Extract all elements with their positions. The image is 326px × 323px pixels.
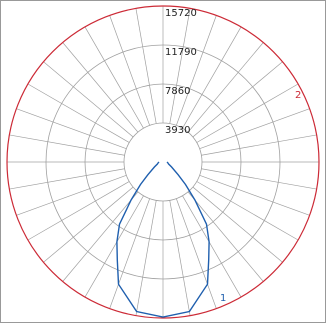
series-label: 1 bbox=[220, 293, 226, 304]
intensity-curve bbox=[116, 161, 210, 318]
spoke bbox=[199, 175, 310, 216]
spoke bbox=[9, 134, 125, 156]
spoke bbox=[43, 186, 134, 263]
spoke bbox=[201, 134, 317, 156]
spoke bbox=[135, 8, 157, 124]
grid-ring bbox=[6, 5, 320, 319]
spoke bbox=[176, 15, 217, 126]
spoke bbox=[201, 168, 317, 190]
spoke bbox=[43, 61, 134, 138]
spoke bbox=[199, 108, 310, 149]
spoke bbox=[182, 195, 242, 298]
grid-ring bbox=[45, 44, 281, 280]
spoke bbox=[84, 195, 144, 298]
spoke bbox=[109, 198, 150, 309]
r-tick-label: 15720 bbox=[165, 8, 197, 19]
spoke bbox=[27, 83, 130, 143]
spoke bbox=[135, 200, 157, 316]
spoke bbox=[62, 191, 139, 282]
spoke bbox=[62, 42, 139, 133]
spoke bbox=[16, 175, 127, 216]
r-tick-label: 7860 bbox=[165, 86, 190, 97]
spoke bbox=[169, 200, 191, 316]
spoke bbox=[182, 26, 242, 129]
spoke bbox=[169, 8, 191, 124]
spoke bbox=[196, 181, 299, 241]
spoke bbox=[109, 15, 150, 126]
spoke bbox=[196, 83, 299, 143]
r-tick-label: 11790 bbox=[165, 47, 197, 58]
spoke bbox=[16, 108, 127, 149]
grid-ring bbox=[84, 83, 242, 241]
spoke bbox=[187, 191, 264, 282]
spoke bbox=[27, 181, 130, 241]
grid-ring bbox=[123, 122, 203, 202]
spoke bbox=[84, 26, 144, 129]
spoke bbox=[187, 42, 264, 133]
r-tick-label: 3930 bbox=[165, 125, 190, 136]
spoke bbox=[176, 198, 217, 309]
spoke bbox=[192, 61, 283, 138]
spoke bbox=[9, 168, 125, 190]
spoke bbox=[192, 186, 283, 263]
annotation: 2 bbox=[295, 90, 301, 101]
